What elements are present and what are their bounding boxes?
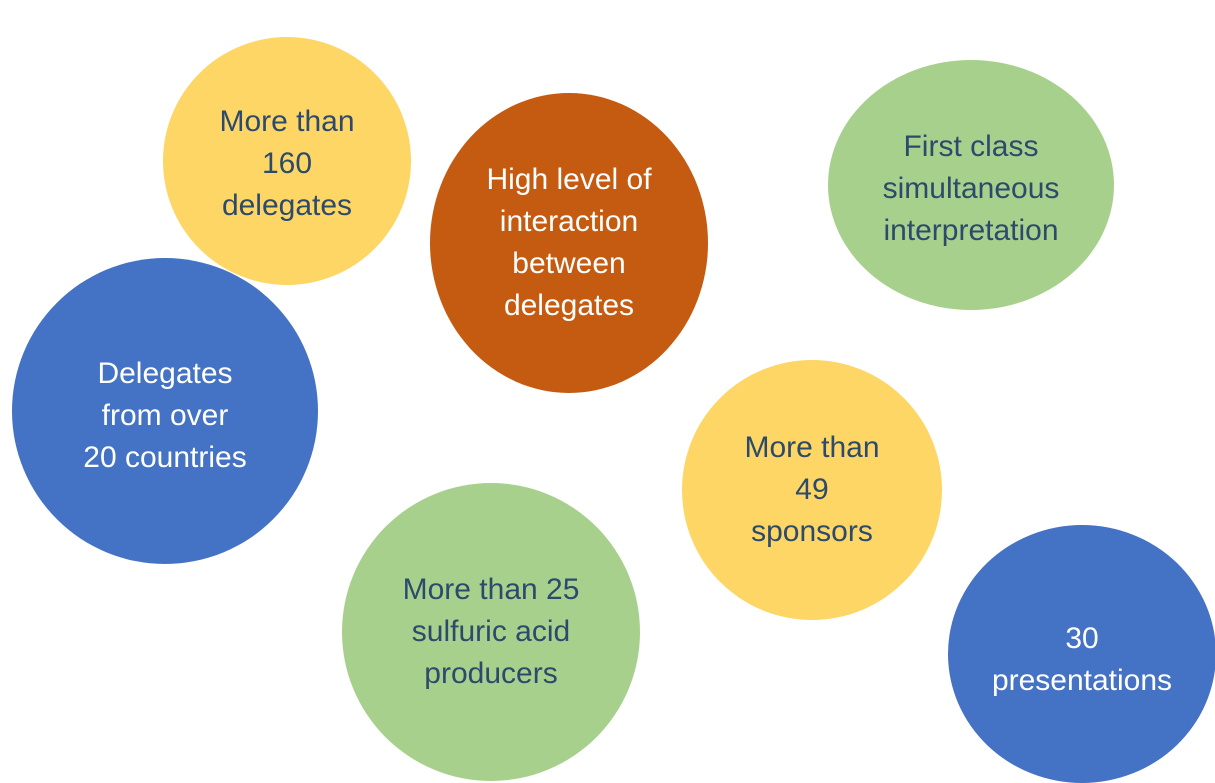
bubble-line: More than 25 [402, 573, 580, 606]
bubble-line: More than [219, 105, 355, 138]
bubble-text: High level of interaction between delega… [486, 159, 651, 327]
bubble-line: delegates [503, 289, 635, 322]
bubble-line: First class [903, 130, 1039, 163]
bubble-line: High level of [486, 163, 652, 196]
bubble-line: Delegates [97, 357, 233, 390]
bubble-text: Delegates from over 20 countries [83, 343, 246, 479]
bubble-text: More than 160 delegates [219, 95, 354, 227]
bubble-line: producers [424, 657, 558, 690]
bubble-text: More than 25 sulfuric acid producers [403, 569, 580, 695]
bubble-line: simultaneous [882, 172, 1060, 205]
bubble-line: from over [101, 399, 229, 432]
bubble-sponsors: More than 49 sponsors [682, 360, 942, 620]
bubble-line: 30 [1065, 622, 1099, 655]
bubble-text: 30 presentations [992, 606, 1172, 702]
bubble-line: presentations [991, 664, 1173, 697]
bubble-presentations: 30 presentations [948, 525, 1215, 783]
bubble-line: sulfuric acid [411, 615, 571, 648]
bubble-line: More than [744, 431, 880, 464]
bubble-producers: More than 25 sulfuric acid producers [342, 483, 640, 781]
bubble-line: 49 [795, 473, 829, 506]
bubble-line: 20 countries [83, 441, 247, 474]
bubble-interpretation: First class simultaneous interpretation [828, 60, 1114, 310]
bubble-interaction: High level of interaction between delega… [430, 93, 708, 393]
bubble-delegates-160: More than 160 delegates [163, 37, 411, 285]
bubble-countries: Delegates from over 20 countries [12, 258, 318, 564]
bubble-line: sponsors [751, 515, 873, 548]
bubble-line: between [512, 247, 626, 280]
bubble-line: interpretation [883, 214, 1059, 247]
bubble-line: 160 [261, 147, 313, 180]
bubble-text: First class simultaneous interpretation [883, 118, 1060, 252]
bubble-text: More than 49 sponsors [744, 427, 879, 553]
bubble-line: delegates [221, 189, 353, 222]
bubble-line: interaction [499, 205, 639, 238]
